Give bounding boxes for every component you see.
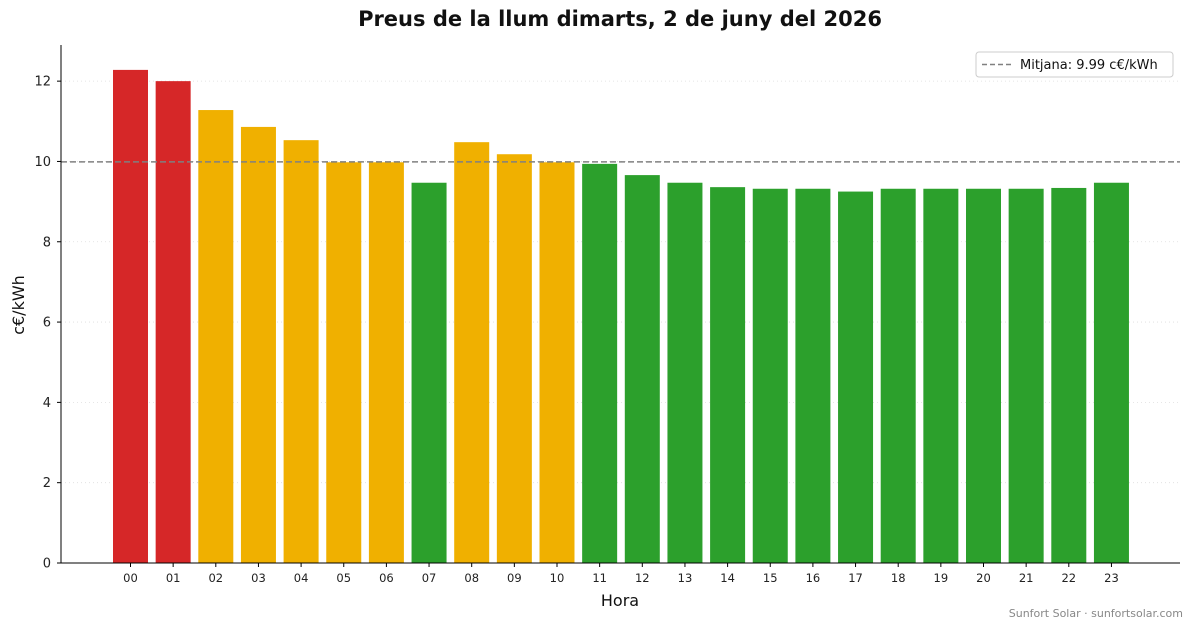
bar <box>496 154 532 563</box>
x-tick-label: 20 <box>976 571 991 585</box>
x-tick-label: 04 <box>294 571 309 585</box>
y-tick-label: 0 <box>43 557 51 572</box>
bar <box>240 126 276 563</box>
bar <box>1093 182 1129 563</box>
bar <box>923 188 959 563</box>
x-axis-label: Hora <box>601 591 639 610</box>
bar <box>283 140 319 564</box>
x-tick-label: 06 <box>379 571 394 585</box>
bar <box>880 188 916 563</box>
y-tick-label: 12 <box>34 75 51 90</box>
x-tick-label: 03 <box>251 571 266 585</box>
y-tick-label: 8 <box>43 235 51 250</box>
y-tick-label: 10 <box>34 155 51 170</box>
x-tick-label: 12 <box>635 571 650 585</box>
bar <box>667 182 703 563</box>
x-tick-label: 11 <box>592 571 607 585</box>
bar <box>326 162 362 563</box>
bar <box>624 175 660 563</box>
x-tick-label: 01 <box>166 571 181 585</box>
x-tick-label: 22 <box>1061 571 1076 585</box>
chart-title: Preus de la llum dimarts, 2 de juny del … <box>358 7 882 31</box>
footer-credit: Sunfort Solar · sunfortsolar.com <box>1009 607 1183 620</box>
bars <box>113 69 1129 564</box>
bar <box>1051 187 1087 563</box>
legend-box <box>975 51 1174 78</box>
y-tick-label: 4 <box>43 396 51 411</box>
bar <box>454 142 490 564</box>
bar <box>539 162 575 563</box>
y-tick-label: 6 <box>43 316 51 331</box>
x-tick-label: 05 <box>336 571 351 585</box>
bar <box>582 163 618 563</box>
bar <box>368 162 404 563</box>
x-tick-label: 19 <box>934 571 949 585</box>
axes <box>60 45 1180 564</box>
x-tick-label: 07 <box>422 571 437 585</box>
bar <box>198 110 234 564</box>
bar <box>155 81 191 564</box>
bar <box>752 188 788 563</box>
x-tick-label: 02 <box>208 571 223 585</box>
y-ticks: 0 2 4 6 8 10 12 <box>34 75 61 572</box>
bar <box>1008 188 1044 563</box>
bar <box>113 69 148 564</box>
y-tick-label: 2 <box>43 476 51 491</box>
x-tick-label: 13 <box>678 571 693 585</box>
x-tick-label: 15 <box>763 571 778 585</box>
x-tick-label: 08 <box>464 571 479 585</box>
x-tick-label: 17 <box>848 571 863 585</box>
bar <box>411 182 447 563</box>
x-tick-label: 23 <box>1104 571 1119 585</box>
x-tick-label: 14 <box>720 571 735 585</box>
bar <box>966 188 1001 563</box>
bar <box>795 188 831 563</box>
x-tick-label: 18 <box>891 571 906 585</box>
x-ticks: 00 01 02 03 04 05 06 07 08 09 10 11 12 13 14 15 16 17 18 19… <box>123 563 1119 585</box>
y-axis-label: c€/kWh <box>9 275 28 335</box>
legend: Mitjana: 9.99 c€/kWh <box>975 51 1174 78</box>
x-tick-label: 10 <box>550 571 565 585</box>
x-tick-label: 21 <box>1019 571 1034 585</box>
bar <box>710 187 746 563</box>
x-tick-label: 16 <box>806 571 821 585</box>
x-tick-label: 00 <box>123 571 138 585</box>
legend-average-label: Mitjana: 9.99 c€/kWh <box>1020 58 1158 73</box>
bar <box>838 191 874 563</box>
x-tick-label: 09 <box>507 571 522 585</box>
